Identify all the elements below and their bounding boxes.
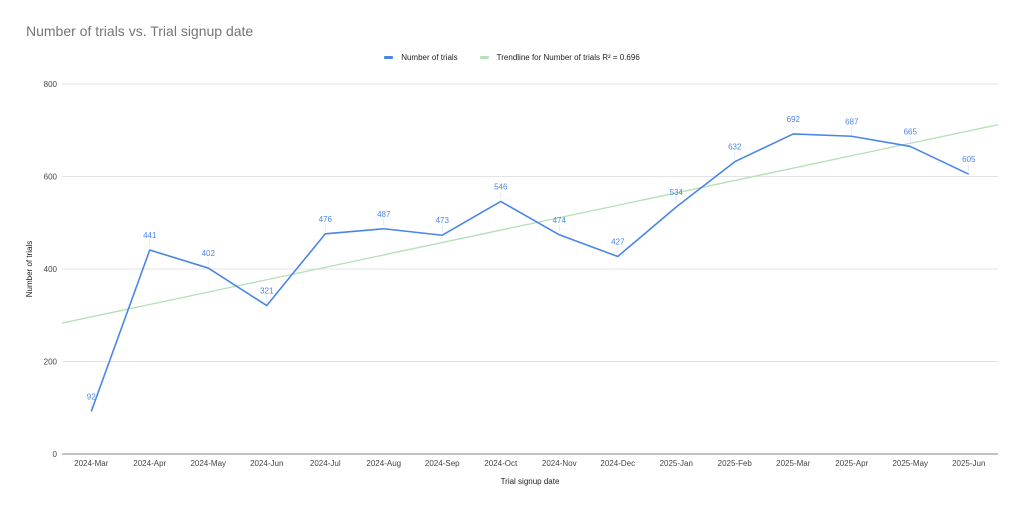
y-axis-ticks: 0 200 400 600 800	[44, 80, 58, 459]
data-label: 632	[728, 143, 742, 152]
data-label: 474	[553, 216, 567, 225]
x-axis-title: Trial signup date	[501, 477, 560, 486]
data-label: 427	[611, 238, 625, 247]
x-tick-label: 2025-Mar	[776, 459, 811, 468]
y-axis-title: Number of trials	[25, 241, 34, 297]
series-swatch-icon	[384, 56, 394, 59]
x-tick-label: 2025-May	[892, 459, 928, 468]
data-label: 441	[143, 231, 157, 240]
data-label: 534	[670, 188, 684, 197]
x-tick-label: 2025-Feb	[718, 459, 753, 468]
trendline	[61, 124, 999, 324]
x-tick-label: 2024-Apr	[133, 459, 166, 468]
legend: Number of trials Trendline for Number of…	[0, 53, 1024, 62]
y-tick-label: 400	[44, 265, 58, 274]
series-line-number-of-trials[interactable]	[90, 133, 970, 412]
legend-series-label: Number of trials	[401, 53, 458, 62]
data-label: 605	[962, 155, 976, 164]
x-tick-label: 2025-Jun	[952, 459, 985, 468]
data-label: 402	[202, 249, 216, 258]
x-tick-label: 2025-Jan	[660, 459, 693, 468]
gridlines	[62, 83, 998, 455]
data-label: 692	[787, 115, 801, 124]
y-tick-label: 800	[44, 80, 58, 89]
chart-title: Number of trials vs. Trial signup date	[26, 23, 254, 39]
data-label: 92	[87, 392, 96, 401]
x-tick-label: 2024-Jun	[250, 459, 283, 468]
legend-item-trendline[interactable]: Trendline for Number of trials R² = 0.69…	[479, 53, 640, 62]
x-tick-label: 2024-Oct	[484, 459, 518, 468]
x-tick-label: 2024-Dec	[600, 459, 635, 468]
data-label: 546	[494, 182, 508, 191]
x-tick-label: 2024-Sep	[425, 459, 460, 468]
data-label: 476	[319, 215, 333, 224]
x-tick-label: 2024-Nov	[542, 459, 577, 468]
x-tick-label: 2024-Mar	[74, 459, 109, 468]
data-label: 321	[260, 287, 274, 296]
data-label: 687	[845, 117, 859, 126]
x-tick-label: 2024-May	[190, 459, 226, 468]
x-tick-label: 2025-Apr	[835, 459, 868, 468]
data-label: 665	[904, 127, 918, 136]
x-tick-label: 2024-Jul	[310, 459, 341, 468]
data-label: 473	[436, 216, 450, 225]
y-tick-label: 200	[44, 358, 58, 367]
data-label: 487	[377, 210, 391, 219]
x-axis-ticks: 2024-Mar 2024-Apr 2024-May 2024-Jun 2024-Jul…	[74, 459, 985, 468]
legend-item-series[interactable]: Number of trials	[384, 53, 458, 62]
legend-trend-label: Trendline for Number of trials R² = 0.69…	[496, 53, 640, 62]
trendline-swatch-icon	[479, 56, 489, 59]
data-labels: 92 441 402 321 476 487 473 546 474 427 534 632 692 68…	[87, 115, 976, 409]
y-tick-label: 0	[53, 450, 58, 459]
y-tick-label: 600	[44, 173, 58, 182]
x-tick-label: 2024-Aug	[366, 459, 401, 468]
